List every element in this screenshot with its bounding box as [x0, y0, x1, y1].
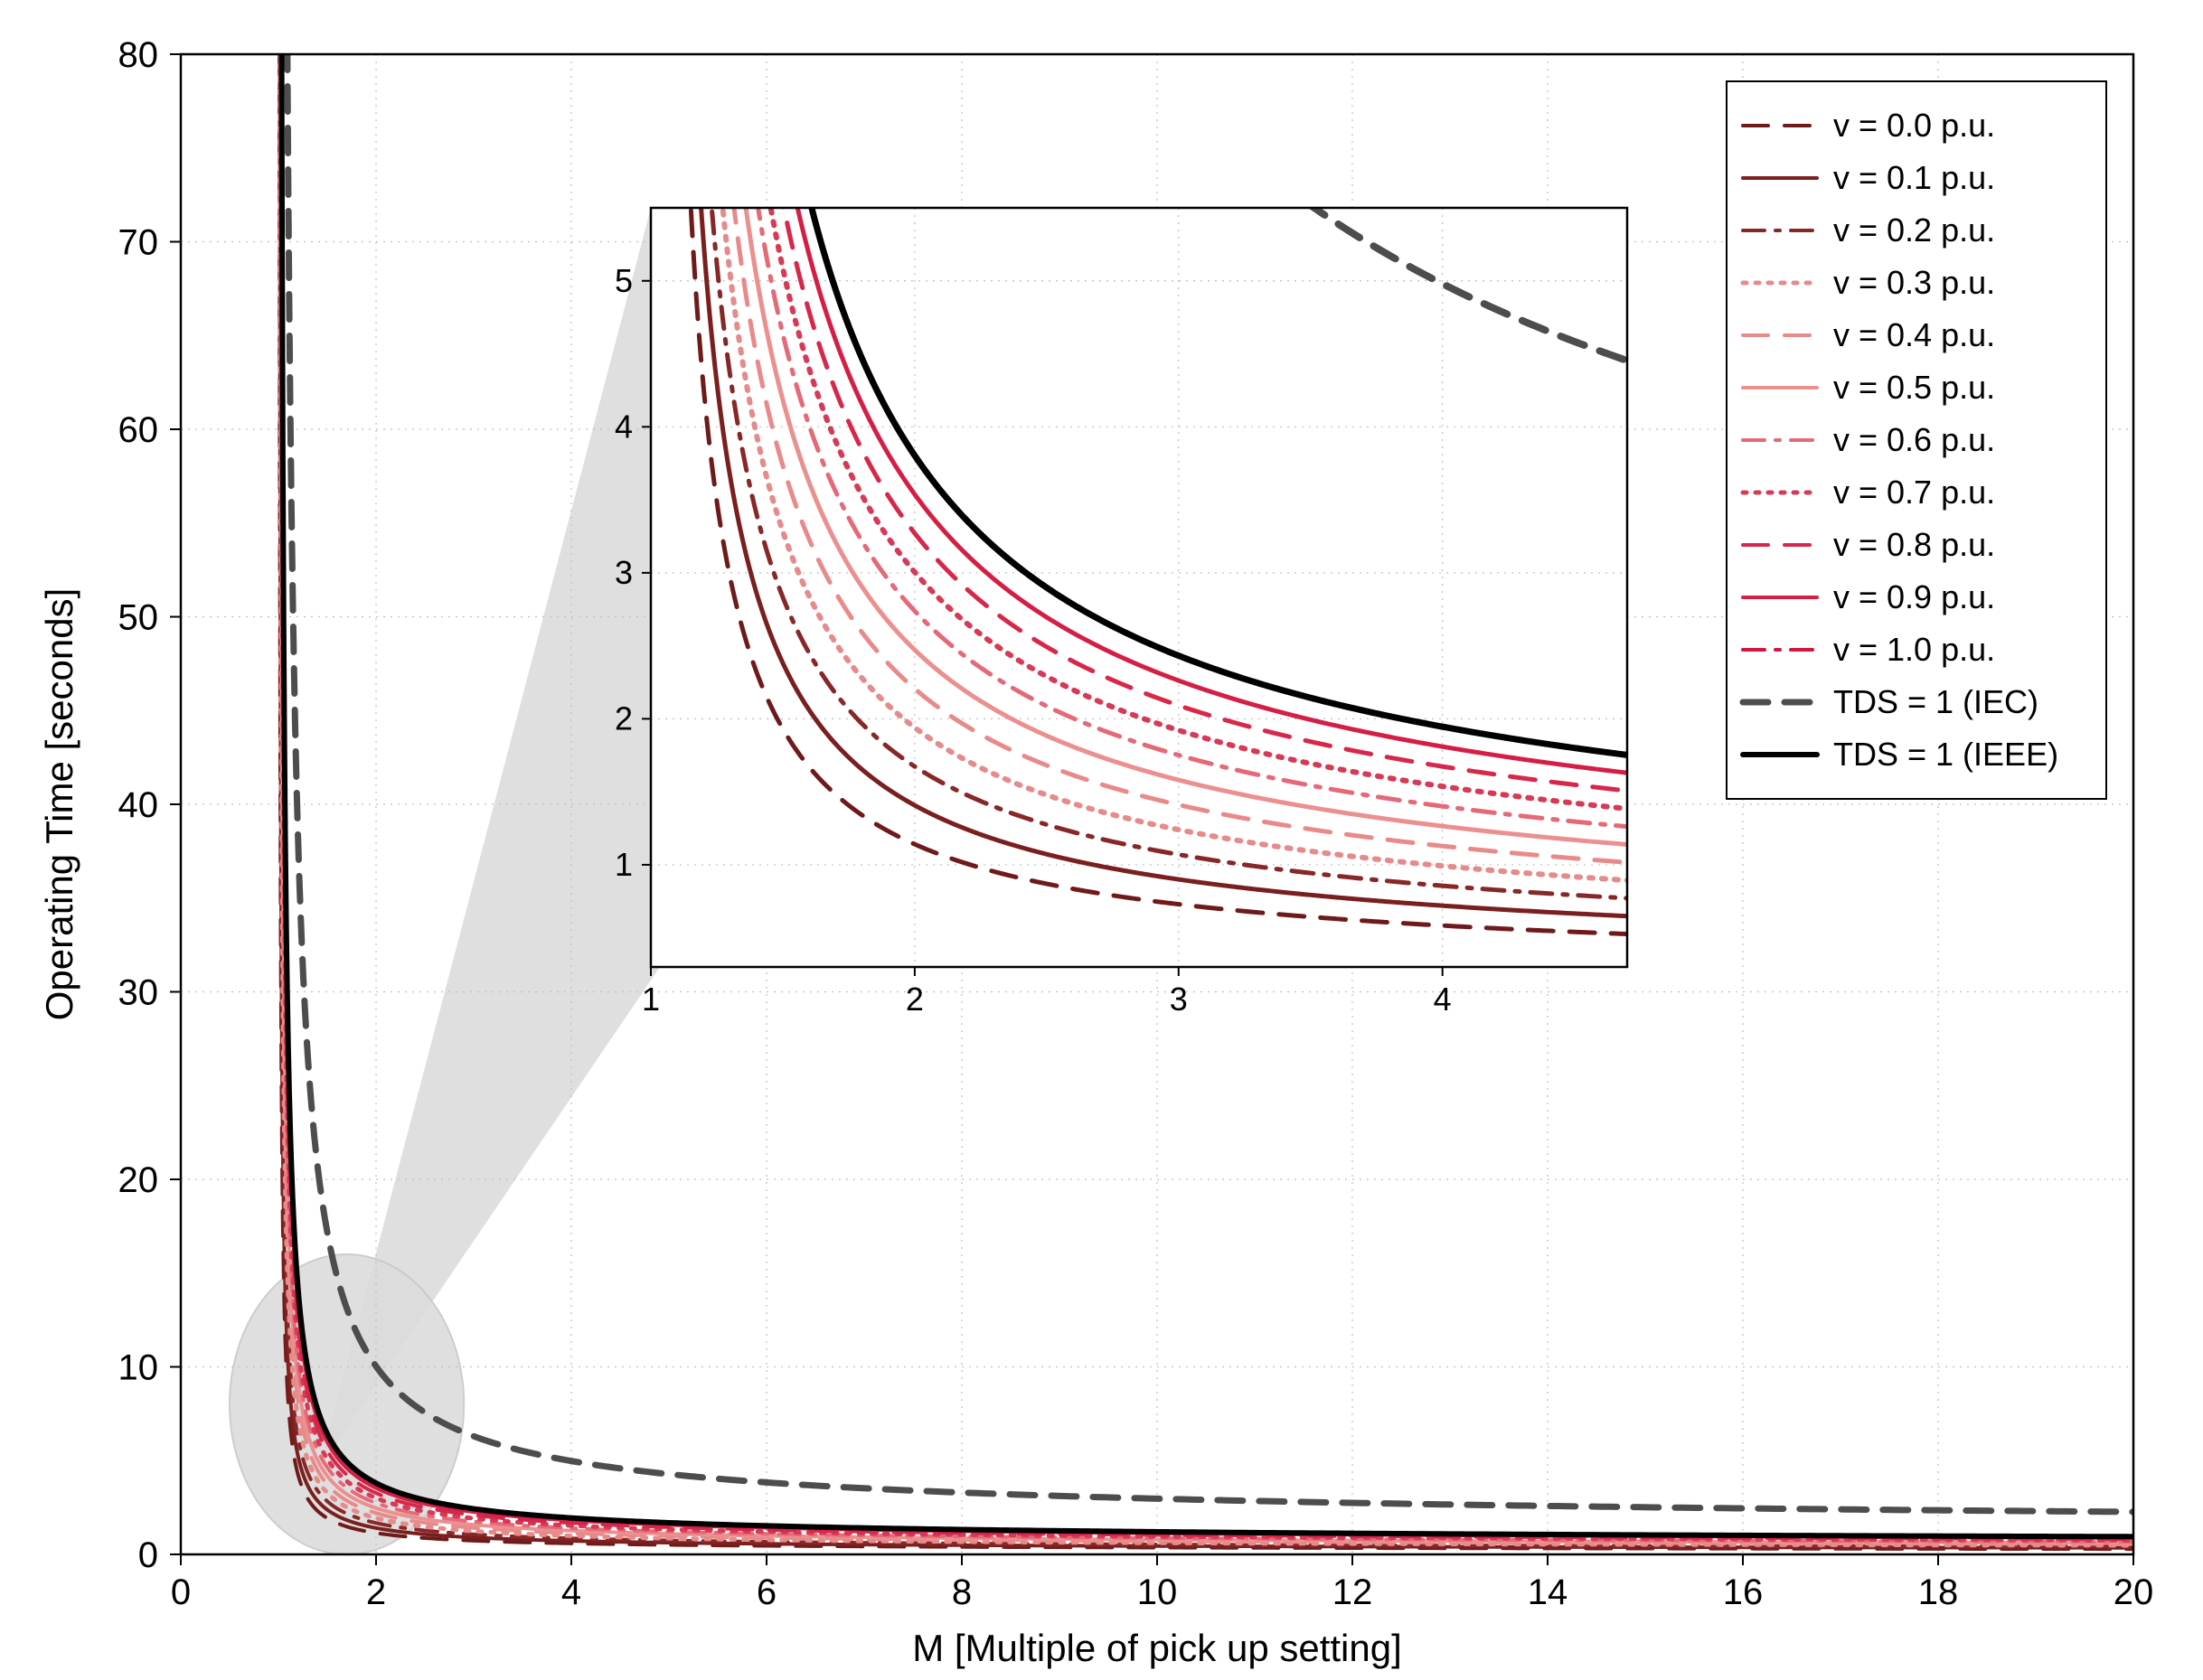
ytick-label: 20: [118, 1160, 159, 1200]
legend-item-label: v = 0.0 p.u.: [1833, 107, 1995, 144]
legend-item-label: v = 0.8 p.u.: [1833, 526, 1995, 563]
svg-text:3: 3: [1170, 981, 1188, 1018]
legend-item-label: v = 0.5 p.u.: [1833, 369, 1995, 406]
svg-text:3: 3: [615, 554, 633, 591]
xtick-label: 16: [1723, 1572, 1764, 1612]
y-axis-label: Operating Time [seconds]: [38, 588, 80, 1021]
svg-text:4: 4: [1434, 981, 1452, 1018]
legend-item-label: v = 0.9 p.u.: [1833, 578, 1995, 615]
legend-item-label: v = 0.1 p.u.: [1833, 159, 1995, 196]
ytick-label: 50: [118, 598, 159, 638]
xtick-label: 8: [952, 1572, 972, 1612]
svg-text:5: 5: [615, 262, 633, 299]
xtick-label: 0: [171, 1572, 191, 1612]
ytick-label: 10: [118, 1348, 159, 1388]
svg-text:2: 2: [906, 981, 924, 1018]
legend-item-label: v = 0.2 p.u.: [1833, 211, 1995, 249]
legend-item-label: TDS = 1 (IEC): [1833, 683, 2038, 720]
xtick-label: 10: [1137, 1572, 1178, 1612]
x-axis-label: M [Multiple of pick up setting]: [912, 1627, 1402, 1669]
ytick-label: 40: [118, 785, 159, 825]
legend-item-label: v = 0.4 p.u.: [1833, 316, 1995, 353]
svg-text:2: 2: [615, 699, 633, 737]
svg-text:4: 4: [615, 408, 633, 445]
svg-text:1: 1: [615, 846, 633, 883]
ytick-label: 0: [138, 1535, 158, 1575]
ytick-label: 60: [118, 410, 159, 450]
xtick-label: 18: [1918, 1572, 1959, 1612]
xtick-label: 2: [366, 1572, 386, 1612]
operating-time-chart: 0246810121416182001020304050607080M [Mul…: [0, 0, 2203, 1680]
ytick-label: 70: [118, 223, 159, 263]
ytick-label: 80: [118, 35, 159, 75]
legend-item-label: v = 0.6 p.u.: [1833, 421, 1995, 458]
legend-item-label: v = 0.3 p.u.: [1833, 264, 1995, 301]
legend-item-label: v = 1.0 p.u.: [1833, 631, 1995, 668]
legend: v = 0.0 p.u. v = 0.1 p.u. v = 0.2 p.u. v = …: [1727, 81, 2106, 799]
xtick-label: 12: [1332, 1572, 1373, 1612]
xtick-label: 4: [561, 1572, 581, 1612]
legend-item-label: TDS = 1 (IEEE): [1833, 736, 2058, 773]
svg-text:1: 1: [642, 981, 660, 1018]
legend-item-label: v = 0.7 p.u.: [1833, 474, 1995, 511]
ytick-label: 30: [118, 973, 159, 1013]
xtick-label: 20: [2114, 1572, 2154, 1612]
xtick-label: 14: [1528, 1572, 1568, 1612]
xtick-label: 6: [757, 1572, 777, 1612]
